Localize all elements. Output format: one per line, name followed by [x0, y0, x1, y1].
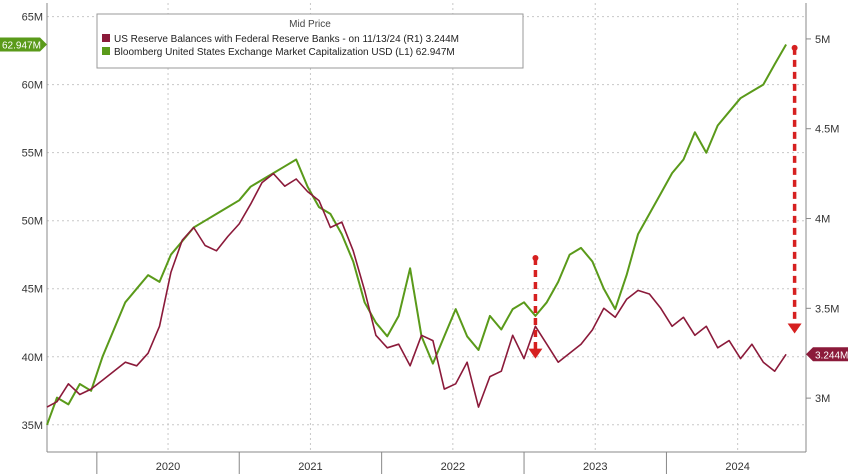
y-right-tick-label: 3.5M	[815, 303, 839, 315]
annotation-arrow	[787, 44, 802, 334]
x-tick-label: 2024	[725, 461, 749, 473]
badge-label: 3.244M	[815, 350, 848, 361]
y-right-tick-label: 4.5M	[815, 124, 839, 136]
badge-shape	[0, 37, 47, 52]
badge-shape	[806, 347, 848, 362]
x-tick-label: 2022	[441, 461, 465, 473]
badge-label: 62.947M	[2, 41, 41, 52]
y-left-tick-label: 50M	[22, 216, 43, 228]
arrow-tail	[532, 255, 539, 262]
last-value-badge-left: 62.947M	[0, 37, 47, 52]
y-left-tick-label: 40M	[22, 352, 43, 364]
y-right-tick-label: 3M	[815, 393, 830, 405]
last-value-badge-right: 3.244M	[806, 347, 848, 362]
arrow-head	[528, 348, 543, 359]
y-left-tick-label: 35M	[22, 420, 43, 432]
x-tick-label: 2020	[156, 461, 180, 473]
y-right-tick-label: 4M	[815, 214, 830, 226]
annotation-arrow	[528, 255, 543, 359]
y-left-tick-label: 65M	[22, 12, 43, 24]
y-left-tick-label: 45M	[22, 284, 43, 296]
y-right-tick-label: 5M	[815, 34, 830, 46]
legend-swatch	[102, 47, 110, 55]
legend-box	[96, 13, 524, 69]
series-line-reserve-balances	[46, 172, 787, 408]
legend-swatch	[102, 34, 110, 42]
legend-entry: Bloomberg United States Exchange Market …	[114, 47, 455, 58]
x-tick-label: 2021	[298, 461, 322, 473]
x-tick-label: 2023	[583, 461, 607, 473]
y-left-tick-label: 60M	[22, 80, 43, 92]
series-line-market-cap	[46, 43, 787, 426]
legend-title: Mid Price	[289, 19, 331, 30]
arrow-tail	[791, 44, 798, 51]
legend-entry: US Reserve Balances with Federal Reserve…	[114, 34, 459, 45]
legend: Mid Price US Reserve Balances with Federa…	[96, 13, 524, 69]
arrow-head	[787, 323, 802, 334]
y-left-tick-label: 55M	[22, 148, 43, 160]
